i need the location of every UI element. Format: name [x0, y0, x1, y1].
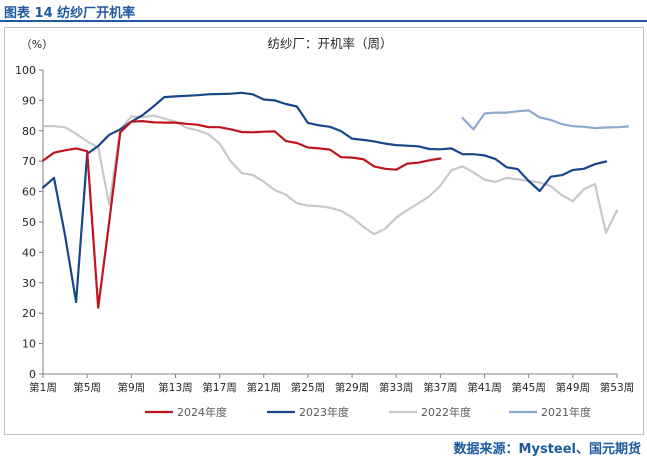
source-note: 数据来源：Mysteel、国元期货: [453, 442, 641, 457]
y-axis: 0 10 20 30 40 50 60 70 80 90 100: [15, 64, 44, 381]
chart-panel: 纺纱厂：开机率（周） （%） 0 10 20 30 40 50 60 70 80 90 100 第1…: [4, 27, 644, 435]
figure-label: 图表 14 纺纱厂开机率: [4, 6, 136, 21]
line-chart: 纺纱厂：开机率（周） （%） 0 10 20 30 40 50 60 70 80 90 100 第1…: [15, 36, 634, 419]
x-tick-label: 第17周: [202, 381, 236, 394]
legend-label: 2024年度: [177, 405, 227, 419]
series-line-2022年度: [41, 114, 619, 236]
series-line-2023年度: [41, 91, 608, 304]
x-tick-label: 第25周: [291, 381, 325, 394]
x-tick-label: 第5周: [73, 381, 101, 394]
series-line-2021年度: [461, 109, 630, 131]
x-tick-label: 第53周: [600, 381, 634, 394]
chart-title: 纺纱厂：开机率（周）: [267, 36, 392, 51]
legend-label: 2023年度: [299, 405, 349, 419]
series-line-2024年度: [41, 120, 442, 309]
x-tick-label: 第37周: [423, 381, 457, 394]
x-tick-label: 第45周: [512, 381, 546, 394]
legend-label: 2021年度: [541, 405, 591, 419]
x-tick-label: 第13周: [158, 381, 192, 394]
y-tick-label: 50: [22, 216, 36, 229]
y-tick-label: 60: [22, 186, 36, 199]
x-tick-label: 第33周: [379, 381, 413, 394]
x-axis: 第1周 第5周 第9周 第13周 第17周 第21周 第25周 第29周 第33周 第37周 第41…: [29, 373, 634, 394]
y-tick-label: 90: [22, 94, 36, 107]
y-tick-label: 40: [22, 246, 36, 259]
figure-header: 图表 14 纺纱厂开机率: [0, 0, 647, 22]
y-tick-label: 10: [22, 338, 36, 351]
y-tick-label: 80: [22, 125, 36, 138]
y-tick-label: 100: [15, 64, 36, 77]
x-tick-label: 第1周: [29, 381, 57, 394]
legend: 2024年度 2023年度 2022年度 2021年度: [145, 405, 591, 419]
legend-label: 2022年度: [421, 405, 471, 419]
y-tick-label: 70: [22, 155, 36, 168]
x-tick-label: 第41周: [467, 381, 501, 394]
x-tick-label: 第49周: [556, 381, 590, 394]
series-layer: [41, 91, 630, 309]
y-axis-unit-label: （%）: [21, 38, 53, 51]
x-tick-label: 第21周: [247, 381, 281, 394]
y-tick-label: 30: [22, 277, 36, 290]
y-tick-label: 20: [22, 307, 36, 320]
y-tick-label: 0: [29, 368, 36, 381]
x-tick-label: 第29周: [335, 381, 369, 394]
x-tick-label: 第9周: [117, 381, 145, 394]
